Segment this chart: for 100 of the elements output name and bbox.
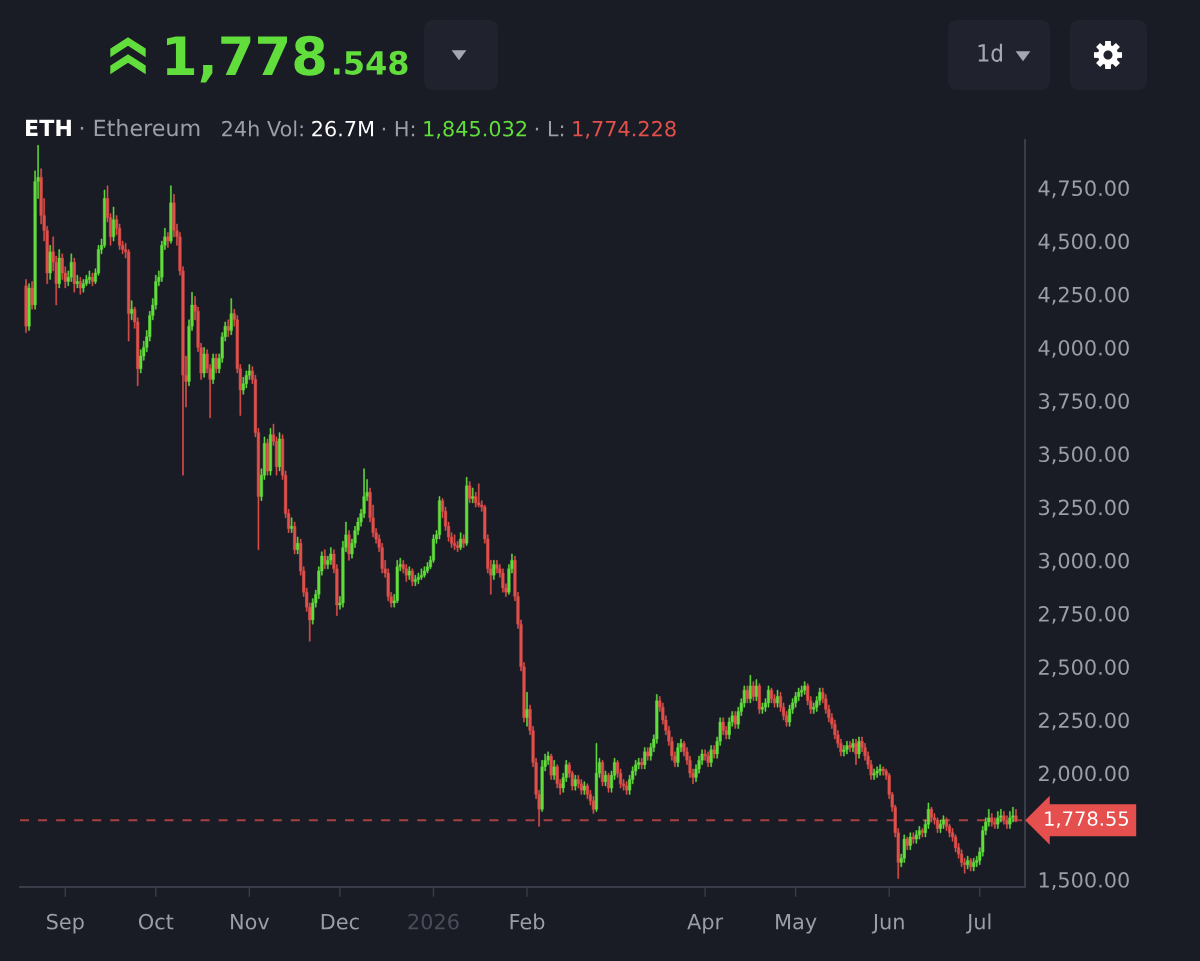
candlestick — [90, 272, 94, 287]
candlestick — [169, 185, 173, 244]
candlestick — [845, 740, 849, 755]
candlestick — [751, 681, 755, 702]
candlestick — [990, 813, 994, 827]
candlestick — [87, 270, 91, 284]
candlestick — [706, 751, 710, 768]
candlestick — [754, 679, 758, 702]
candlestick — [646, 747, 650, 761]
candlestick — [471, 487, 475, 504]
candlestick — [437, 496, 442, 540]
candlestick — [278, 432, 282, 472]
x-tick-label: Feb — [510, 913, 545, 930]
candlestick — [625, 781, 629, 795]
candlestick — [851, 738, 855, 753]
candlestick — [878, 764, 882, 776]
y-tick-label: 3,250.00 — [1039, 499, 1129, 518]
x-tick-label: Apr — [687, 914, 724, 934]
candlestick — [465, 477, 469, 546]
candlestick — [905, 836, 909, 851]
candlestick — [803, 681, 807, 695]
candlestick — [848, 740, 852, 753]
candlestick — [27, 283, 31, 331]
candlestick — [842, 745, 846, 757]
candlestick — [422, 566, 426, 578]
candlestick — [929, 806, 933, 823]
candlestick — [938, 819, 943, 834]
candlestick — [347, 530, 351, 561]
candlestick — [30, 281, 34, 310]
candlestick — [643, 747, 647, 770]
candlestick — [495, 560, 499, 574]
candlestick — [112, 206, 116, 242]
y-tick-label: 1,500.00 — [1039, 872, 1129, 890]
candlestick — [416, 572, 420, 585]
candlestick — [748, 674, 752, 704]
candlestick — [854, 738, 858, 765]
candlestick — [75, 274, 79, 289]
y-tick-label: 4,500.00 — [1038, 233, 1129, 252]
candlestick — [745, 685, 749, 704]
candlestick — [914, 830, 918, 844]
candlestick — [872, 768, 876, 780]
y-tick-label: 4,750.00 — [1038, 180, 1129, 199]
candlestick — [775, 689, 780, 708]
candlestick — [911, 832, 915, 844]
candlestick — [166, 232, 170, 248]
y-tick-label: 2,250.00 — [1039, 712, 1129, 731]
y-tick-label: 2,000.00 — [1039, 765, 1129, 784]
y-tick-label: 3,500.00 — [1039, 446, 1129, 465]
candlestick — [640, 757, 644, 770]
candlestick — [226, 319, 230, 338]
candlestick — [130, 300, 134, 321]
x-tick-label: Jul — [966, 913, 991, 934]
candlestick — [875, 766, 879, 778]
candlestick — [709, 745, 713, 768]
candlestick — [582, 781, 586, 795]
y-tick-label: 2,750.00 — [1039, 605, 1129, 624]
x-tick-label: Jun — [871, 914, 904, 934]
candlestick — [1008, 811, 1012, 829]
candlestick — [603, 770, 608, 787]
text: · L: 1,774.228 — [535, 120, 676, 139]
candlestick — [395, 560, 399, 604]
text: · H: 1,845.032 — [382, 120, 527, 139]
candlestick — [757, 683, 761, 714]
candlestick — [407, 566, 411, 580]
y-tick-label: 3,000.00 — [1039, 552, 1129, 571]
candlestick — [941, 815, 946, 829]
candlestick — [600, 760, 605, 787]
candlestick — [525, 691, 529, 727]
candlestick — [1002, 811, 1006, 825]
candlestick — [57, 249, 61, 289]
candlestick — [214, 353, 218, 374]
chart-subtitle: ETH · Ethereum — [26, 119, 200, 137]
candlestick — [969, 857, 973, 872]
candlestick — [606, 772, 611, 793]
candlestick — [769, 687, 774, 704]
candlestick — [549, 753, 553, 780]
candlestick — [413, 574, 417, 587]
candlestick — [594, 743, 598, 812]
candlestick — [573, 774, 577, 791]
candlestick — [202, 347, 206, 378]
candlestick — [477, 483, 481, 508]
candlestick — [323, 549, 327, 570]
candlestick — [935, 817, 940, 834]
candlestick — [419, 568, 423, 580]
candlestick — [917, 826, 921, 840]
y-tick-label: 3,750.00 — [1039, 393, 1129, 412]
candlestick — [920, 828, 924, 838]
x-tick-label: Sep — [47, 913, 84, 934]
text: 24h Vol: 26.7M — [222, 120, 374, 137]
candlestick — [293, 521, 297, 555]
candlestick — [290, 517, 294, 533]
x-tick-label: Nov — [231, 914, 270, 930]
candlestick — [468, 481, 472, 504]
candlestick — [296, 536, 300, 555]
candlestick — [996, 811, 1000, 829]
candlestick — [229, 298, 233, 336]
candlestick — [881, 766, 885, 776]
candlestick — [72, 257, 76, 293]
y-tick-label: 4,000.00 — [1038, 339, 1129, 358]
candlestick — [69, 253, 73, 282]
